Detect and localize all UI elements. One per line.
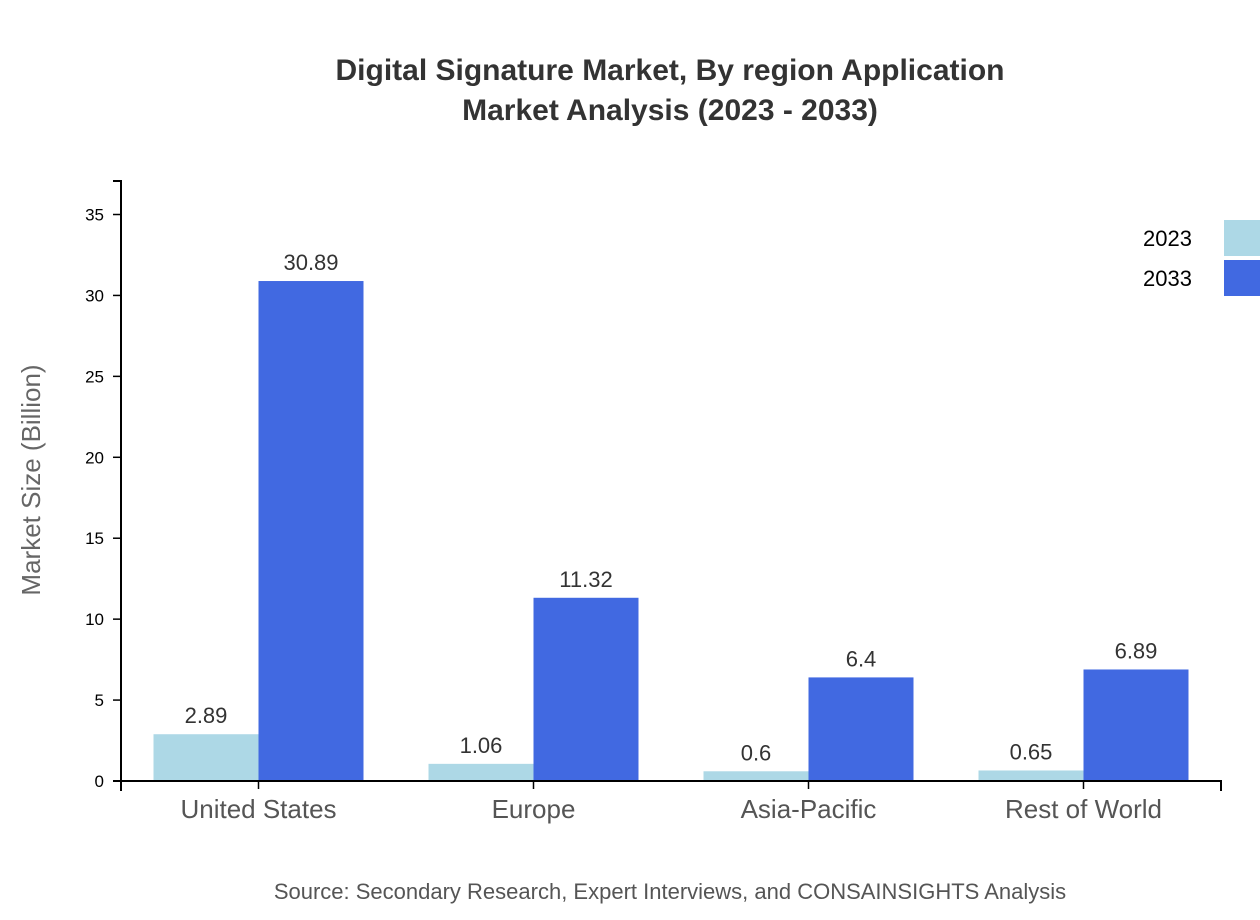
data-label: 0.65: [1010, 739, 1053, 764]
legend-swatch-2023: [1224, 220, 1260, 256]
data-label: 6.89: [1115, 638, 1158, 663]
source-note: Source: Secondary Research, Expert Inter…: [274, 879, 1066, 904]
bar-2023-0: [153, 734, 259, 781]
y-tick-label: 35: [85, 206, 104, 225]
chart-title-line-2: Market Analysis (2023 - 2033): [462, 94, 878, 127]
y-tick-label: 5: [95, 691, 104, 710]
bar-2023-3: [978, 770, 1084, 781]
data-label: 2.89: [185, 703, 228, 728]
y-tick-label: 25: [85, 367, 104, 386]
bar-2023-2: [703, 771, 809, 781]
y-tick-label: 30: [85, 286, 104, 305]
bar-2033-0: [258, 281, 364, 781]
x-tick-label: United States: [180, 794, 336, 824]
bar-2033-3: [1083, 669, 1189, 781]
data-label: 11.32: [559, 567, 612, 592]
y-tick-label: 10: [85, 610, 104, 629]
y-tick-label: 15: [85, 529, 104, 548]
data-label: 6.4: [846, 646, 877, 671]
x-tick-label: Asia-Pacific: [741, 794, 877, 824]
legend-label-2033: 2033: [1143, 266, 1192, 291]
y-tick-label: 0: [95, 772, 104, 791]
y-axis: [113, 180, 122, 782]
x-tick-label: Europe: [492, 794, 576, 824]
legend-swatch-2033: [1224, 260, 1260, 296]
data-label: 0.6: [741, 740, 772, 765]
bar-2023-1: [428, 763, 534, 781]
bar-2033-2: [808, 677, 914, 781]
y-tick-label: 20: [85, 448, 104, 467]
data-label: 1.06: [460, 733, 503, 758]
chart-title-line-1: Digital Signature Market, By region Appl…: [336, 54, 1005, 87]
x-tick-label: Rest of World: [1005, 794, 1162, 824]
data-label: 30.89: [283, 250, 338, 275]
x-axis: [120, 780, 1222, 791]
y-axis-label: Market Size (Billion): [16, 364, 46, 595]
bar-2033-1: [533, 597, 639, 781]
legend-label-2023: 2023: [1143, 226, 1192, 251]
